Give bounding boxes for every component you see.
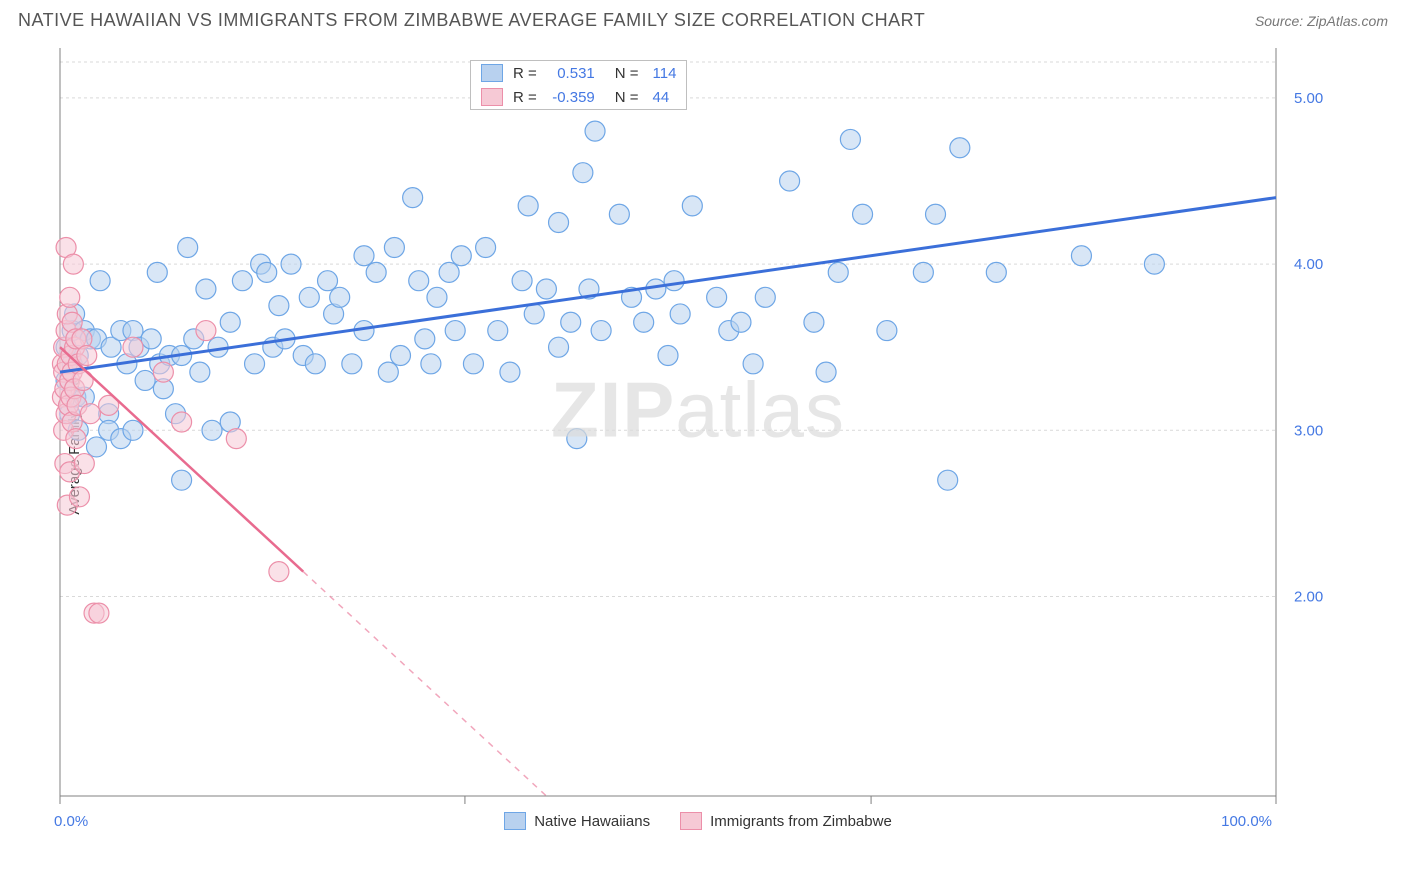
r-value: 0.531 bbox=[545, 65, 595, 82]
r-label: R = bbox=[513, 89, 537, 106]
legend: Native Hawaiians Immigrants from Zimbabwe bbox=[50, 812, 1346, 830]
legend-label: Immigrants from Zimbabwe bbox=[710, 813, 892, 830]
n-label: N = bbox=[615, 89, 639, 106]
svg-text:2.00: 2.00 bbox=[1294, 589, 1323, 606]
title-bar: NATIVE HAWAIIAN VS IMMIGRANTS FROM ZIMBA… bbox=[0, 0, 1406, 31]
legend-item: Native Hawaiians bbox=[504, 812, 650, 830]
svg-text:4.00: 4.00 bbox=[1294, 256, 1323, 273]
n-value: 114 bbox=[653, 65, 677, 82]
legend-label: Native Hawaiians bbox=[534, 813, 650, 830]
chart-svg: 2.00 3.00 4.00 5.00 bbox=[50, 48, 1346, 836]
plot-area: 2.003.004.005.00 ZIPatlas R = 0.531N = 1… bbox=[50, 48, 1346, 836]
legend-swatch bbox=[680, 812, 702, 830]
correlation-row: R = 0.531 N = 114 bbox=[471, 61, 686, 85]
legend-swatch bbox=[481, 64, 503, 82]
correlation-box: R = 0.531 N = 114 R = -0.359 N = 44 bbox=[470, 60, 687, 110]
legend-swatch bbox=[481, 88, 503, 106]
source-label: Source: ZipAtlas.com bbox=[1255, 13, 1388, 29]
correlation-row: R = -0.359 N = 44 bbox=[471, 85, 686, 109]
n-value: 44 bbox=[653, 89, 670, 106]
r-label: R = bbox=[513, 65, 537, 82]
legend-swatch bbox=[504, 812, 526, 830]
svg-text:3.00: 3.00 bbox=[1294, 422, 1323, 439]
r-value: -0.359 bbox=[545, 89, 595, 106]
legend-item: Immigrants from Zimbabwe bbox=[680, 812, 892, 830]
chart-title: NATIVE HAWAIIAN VS IMMIGRANTS FROM ZIMBA… bbox=[18, 10, 925, 31]
n-label: N = bbox=[615, 65, 639, 82]
svg-text:5.00: 5.00 bbox=[1294, 90, 1323, 107]
